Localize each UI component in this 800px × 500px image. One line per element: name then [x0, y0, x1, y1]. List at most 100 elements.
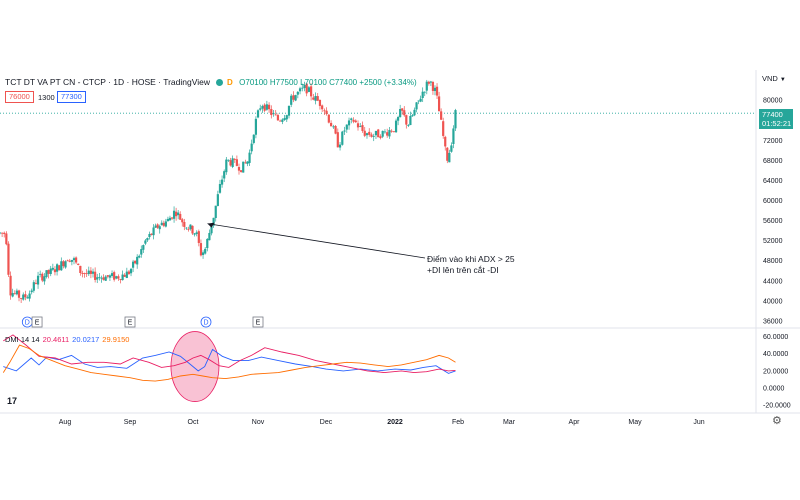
candle-body: [341, 131, 344, 145]
candle-body: [51, 267, 54, 270]
candle-body: [307, 87, 310, 92]
sell-button[interactable]: 76000: [5, 91, 34, 103]
candle: [279, 119, 282, 122]
candle-body: [144, 240, 147, 244]
candle-body: [66, 260, 69, 262]
di-plus-value: 20.0217: [72, 335, 100, 344]
candle-body: [279, 120, 282, 122]
candle: [45, 270, 48, 279]
candle: [68, 258, 71, 263]
dmi-legend[interactable]: DMI 14 14 20.4611 20.0217 29.9150: [5, 335, 129, 344]
candle-body: [435, 86, 439, 96]
candle-body: [177, 212, 180, 216]
candle: [338, 141, 342, 151]
candle-body: [259, 108, 262, 110]
price-tick-label: 80000: [763, 98, 783, 105]
candle: [350, 117, 353, 124]
price-tick-label: 60000: [763, 198, 783, 205]
candle: [318, 99, 322, 110]
candle: [142, 244, 145, 253]
tradingview-logo[interactable]: 17: [7, 396, 18, 406]
candle-body: [318, 99, 322, 106]
candle-body: [100, 277, 103, 279]
change-value: +2500 (+3.34%): [359, 78, 417, 87]
gear-icon[interactable]: ⚙: [772, 415, 782, 427]
time-tick-label: Aug: [59, 419, 72, 426]
candle-body: [0, 232, 2, 234]
candle-body: [148, 234, 151, 238]
currency-selector[interactable]: VND ▼: [762, 74, 786, 83]
candle-body: [294, 95, 297, 101]
candle-body: [208, 232, 211, 241]
price-tick-label: 56000: [763, 218, 783, 225]
candle: [246, 161, 249, 167]
candle-body: [415, 102, 418, 110]
candle-body: [15, 290, 19, 295]
candle: [72, 256, 76, 265]
candle: [397, 115, 400, 126]
di-minus-value: 20.4611: [42, 335, 70, 344]
candle: [20, 297, 23, 303]
candle-body: [24, 294, 27, 298]
candle-body: [210, 226, 213, 234]
candle: [79, 265, 82, 276]
candle: [1, 232, 4, 238]
candle-body: [409, 115, 412, 126]
marker-label: E: [128, 320, 133, 327]
candle-body: [325, 110, 328, 115]
candle: [223, 169, 226, 183]
candle-body: [361, 125, 364, 131]
price-tick-label: 48000: [763, 258, 783, 265]
annotation-arrow-head: [207, 222, 215, 228]
candle: [87, 266, 90, 276]
earnings-marker: E: [124, 316, 136, 328]
candle: [140, 245, 143, 258]
dividend-marker: D: [200, 316, 212, 328]
buy-button[interactable]: 77300: [57, 91, 86, 103]
candle: [305, 83, 308, 97]
candle: [250, 139, 253, 155]
candle-body: [421, 91, 424, 99]
candle: [22, 292, 25, 301]
candle: [83, 272, 86, 278]
candle-body: [388, 130, 391, 137]
candle: [168, 215, 172, 221]
candle: [248, 149, 251, 167]
earnings-marker: E: [252, 316, 264, 328]
annotation-text: Điểm vào khi ADX > 25 +DI lên trên cắt -…: [427, 254, 515, 276]
candle-body: [281, 119, 284, 122]
candle-body: [290, 95, 293, 105]
candle-body: [20, 298, 23, 300]
candle-body: [30, 290, 33, 293]
candle-body: [359, 126, 362, 127]
candle: [379, 134, 382, 140]
candle: [9, 271, 12, 300]
candle-body: [32, 282, 35, 291]
time-tick-label: Jun: [693, 419, 704, 426]
candle-body: [119, 279, 122, 280]
price-tick-label: 52000: [763, 238, 783, 245]
candle: [162, 220, 165, 228]
candle: [394, 118, 398, 133]
candle-body: [440, 111, 443, 120]
candle: [172, 206, 176, 223]
candle-body: [70, 259, 73, 262]
candle: [152, 224, 155, 240]
candle-body: [60, 261, 63, 271]
candle-body: [13, 293, 16, 295]
ohlc-values: O70100 H77500 L70100 C77400 +2500 (+3.34…: [239, 78, 417, 87]
candle-body: [195, 232, 198, 234]
candle-body: [185, 227, 188, 229]
low-value: L70100: [300, 78, 327, 87]
candle: [218, 179, 222, 194]
symbol-title[interactable]: TCT DT VA PT CN - CTCP · 1D · HOSE · Tra…: [5, 77, 210, 87]
candle: [444, 135, 447, 151]
marker-shape: [124, 316, 136, 328]
candle-body: [134, 260, 137, 264]
candle-body: [98, 276, 101, 278]
candle: [7, 241, 10, 278]
candle: [199, 239, 203, 257]
candle: [104, 275, 107, 281]
candle-body: [254, 118, 258, 135]
